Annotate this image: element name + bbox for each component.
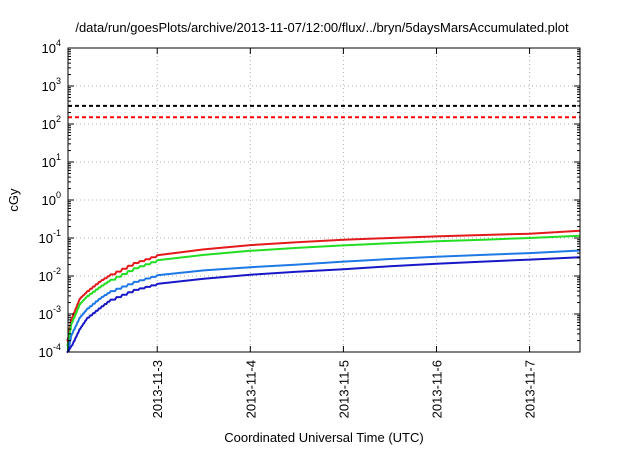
y-tick-label-exponent: 1 xyxy=(56,152,61,162)
y-tick-label-base: 10 xyxy=(39,307,53,322)
y-tick-label-base: 10 xyxy=(39,231,53,246)
y-axis-label: cGy xyxy=(6,188,21,212)
x-tick-label: 2013-11-4 xyxy=(243,360,258,418)
series-line xyxy=(66,229,581,352)
x-tick-label: 2013-11-3 xyxy=(150,360,165,418)
y-tick-label: 10-4 xyxy=(39,342,61,360)
x-tick-label: 2013-11-5 xyxy=(336,360,351,418)
x-tick-label: 2013-11-7 xyxy=(523,360,538,418)
y-tick-label-exponent: -1 xyxy=(53,228,61,238)
reference-lines xyxy=(68,104,580,119)
plot-series xyxy=(66,229,581,353)
y-tick-label: 10-3 xyxy=(39,304,61,322)
y-tick-label-base: 10 xyxy=(42,79,56,94)
y-tick-label-exponent: 4 xyxy=(56,38,61,48)
y-tick-label-base: 10 xyxy=(42,41,56,56)
grid-lines xyxy=(68,48,580,352)
y-tick-label-exponent: -3 xyxy=(53,304,61,314)
series-line xyxy=(66,249,581,353)
y-tick-label-base: 10 xyxy=(42,193,56,208)
y-tick-label: 104 xyxy=(42,38,61,56)
y-tick-label-exponent: 0 xyxy=(56,190,61,200)
x-axis: 2013-11-3 2013-11-4 2013-11-5 2013-11-6 2013… xyxy=(150,48,538,418)
y-tick-label: 100 xyxy=(42,190,61,208)
y-tick-label: 103 xyxy=(42,76,61,94)
y-tick-label-base: 10 xyxy=(39,269,53,284)
y-tick-label-base: 10 xyxy=(42,117,56,132)
y-tick-label: 101 xyxy=(42,152,61,170)
y-tick-label: 102 xyxy=(42,114,61,132)
y-tick-label-base: 10 xyxy=(42,155,56,170)
x-axis-label: Coordinated Universal Time (UTC) xyxy=(224,430,423,445)
y-tick-label-exponent: 3 xyxy=(56,76,61,86)
y-tick-label-base: 10 xyxy=(39,345,53,360)
y-tick-label: 10-2 xyxy=(39,266,61,284)
y-tick-label-exponent: 2 xyxy=(56,114,61,124)
x-tick-label: 2013-11-6 xyxy=(429,360,444,418)
series-line xyxy=(66,256,581,353)
y-tick-label-exponent: -4 xyxy=(53,342,61,352)
y-tick-label-exponent: -2 xyxy=(53,266,61,276)
series-line xyxy=(66,234,581,352)
chart-title: /data/run/goesPlots/archive/2013-11-07/1… xyxy=(75,20,569,35)
y-tick-label: 10-1 xyxy=(39,228,61,246)
